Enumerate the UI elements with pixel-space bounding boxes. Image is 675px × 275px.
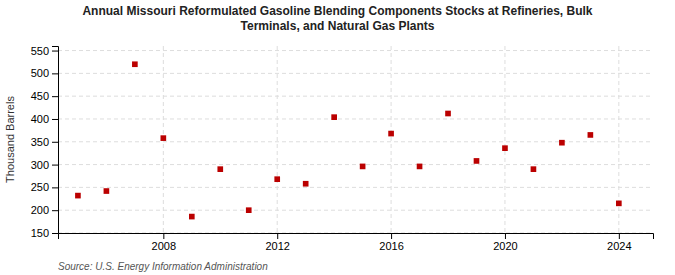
tick-label: 300: [31, 159, 49, 171]
point: [161, 135, 167, 141]
point: [132, 61, 138, 67]
chart-svg: 2008 2012 2016 2020 2024 150 200 250 300 350 400 45…: [0, 0, 675, 275]
point: [189, 214, 195, 220]
tick-label: 400: [31, 113, 49, 125]
tick-mark: [52, 51, 58, 52]
tick: 2024: [607, 233, 631, 252]
tick: 450: [31, 90, 58, 102]
axis-line: [52, 47, 59, 234]
tick-mark: [52, 119, 58, 120]
tick: 200: [31, 204, 58, 216]
tick: 2016: [379, 233, 403, 252]
grid-line-x: [277, 46, 278, 233]
tick-label: 450: [31, 90, 49, 102]
tick: 2020: [493, 233, 517, 252]
tick: 2012: [265, 233, 289, 252]
plot-area: 2008 2012 2016 2020 2024 150 200 250 300 350 400 45…: [31, 45, 654, 252]
point: [246, 207, 252, 213]
tick: 400: [31, 113, 58, 125]
point: [360, 164, 366, 170]
grid-line-x: [391, 46, 392, 233]
y-axis: 150 200 250 300 350 400 450 500 550: [31, 45, 59, 239]
tick: 300: [31, 159, 58, 171]
point: [75, 193, 81, 199]
tick-label: 150: [31, 227, 49, 239]
axis-line: [59, 234, 654, 240]
point: [274, 176, 280, 182]
grid-line-y: [58, 50, 653, 51]
title: Annual Missouri Reformulated Gasoline Bl…: [82, 4, 592, 33]
tick-label: 200: [31, 204, 49, 216]
grid-line-y: [58, 187, 653, 188]
tick-mark: [619, 233, 620, 239]
tick-label: 500: [31, 67, 49, 79]
tick-label: 550: [31, 45, 49, 57]
tick-mark: [163, 233, 164, 239]
point: [588, 132, 594, 138]
grid-line-x: [504, 46, 505, 233]
point: [331, 114, 337, 120]
grid: [58, 46, 653, 233]
grid-line-y: [58, 96, 653, 97]
tick-mark: [52, 210, 58, 211]
tick-mark: [52, 96, 58, 97]
point: [388, 131, 394, 137]
point: [217, 166, 223, 172]
y-axis-title: Thousand Barrels: [4, 96, 16, 183]
tick-label: 2008: [152, 240, 176, 252]
point: [104, 188, 110, 194]
point: [445, 111, 451, 117]
tick: 500: [31, 67, 58, 79]
tick-mark: [52, 233, 58, 234]
tick-mark: [52, 73, 58, 74]
tick: 150: [31, 227, 58, 239]
points: [75, 61, 622, 219]
point: [474, 158, 480, 164]
tick: 550: [31, 45, 58, 57]
point: [502, 145, 508, 151]
title-line: Terminals, and Natural Gas Plants: [241, 19, 435, 33]
point: [616, 201, 622, 207]
tick-mark: [391, 233, 392, 239]
tick-mark: [277, 233, 278, 239]
title-line: Annual Missouri Reformulated Gasoline Bl…: [82, 4, 592, 18]
tick-label: 2012: [265, 240, 289, 252]
x-axis: 2008 2012 2016 2020 2024: [59, 233, 654, 252]
source: Source: U.S. Energy Information Administ…: [58, 261, 268, 272]
tick: 350: [31, 136, 58, 148]
tick-mark: [52, 187, 58, 188]
tick-label: 2016: [379, 240, 403, 252]
tick-label: 250: [31, 181, 49, 193]
tick-label: 350: [31, 136, 49, 148]
grid-line-y: [58, 164, 653, 165]
grid-line-y: [58, 118, 653, 119]
tick-mark: [52, 142, 58, 143]
point: [303, 181, 309, 187]
point: [531, 166, 537, 172]
tick-mark: [52, 165, 58, 166]
tick: 250: [31, 181, 58, 193]
tick-label: 2024: [607, 240, 631, 252]
grid-line-y: [58, 73, 653, 74]
tick: 2008: [152, 233, 176, 252]
point: [559, 140, 565, 146]
grid-line-y: [58, 210, 653, 211]
tick-label: 2020: [493, 240, 517, 252]
tick-mark: [505, 233, 506, 239]
point: [417, 164, 423, 170]
